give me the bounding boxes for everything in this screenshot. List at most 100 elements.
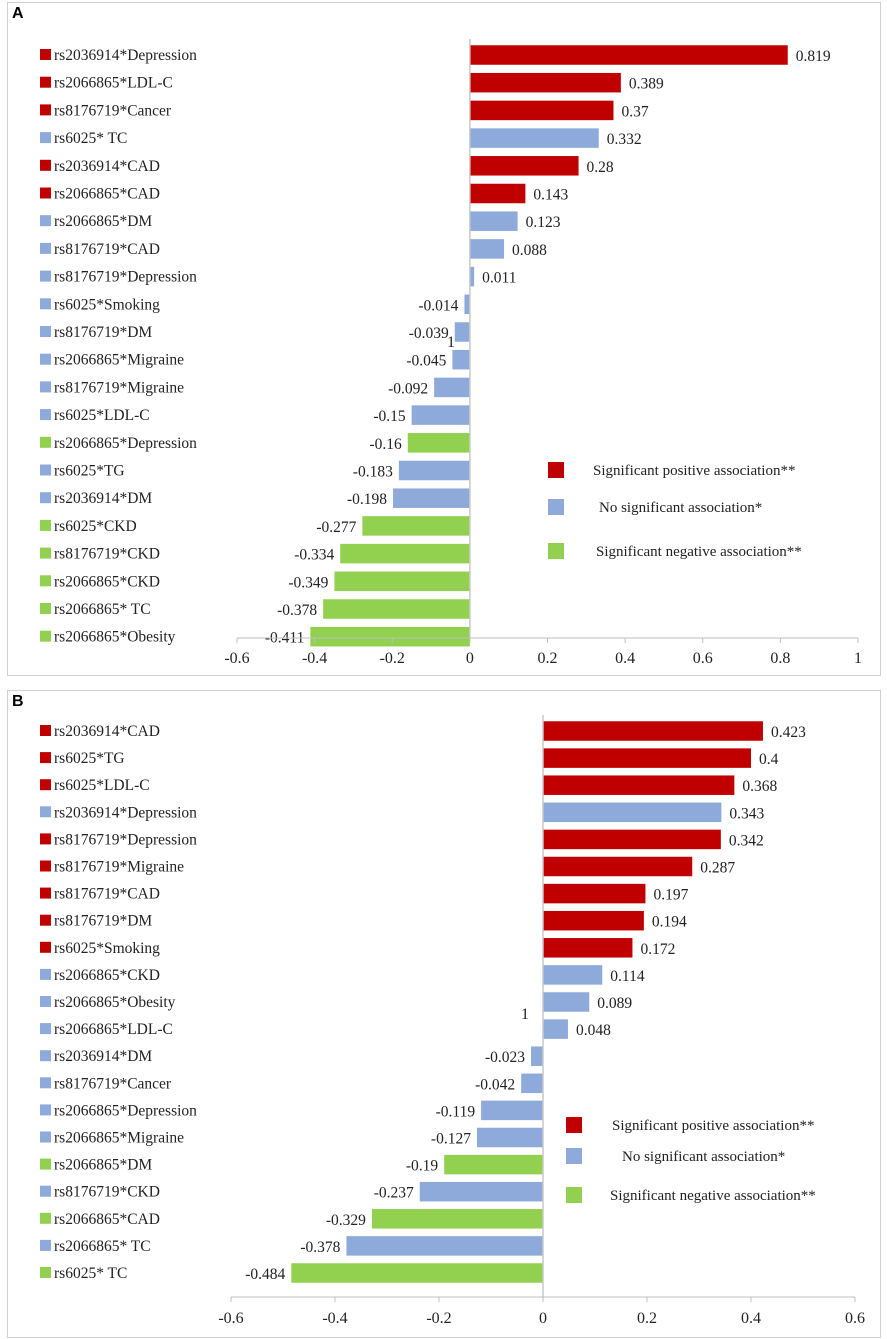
data-label: -0.042 bbox=[475, 1076, 515, 1093]
category-marker bbox=[40, 1212, 51, 1224]
data-label: -0.378 bbox=[277, 602, 317, 619]
data-label: -0.045 bbox=[406, 353, 446, 370]
category-label: rs8176719*Cancer bbox=[54, 1075, 172, 1092]
category-label: rs2066865*Obesity bbox=[54, 994, 176, 1011]
category-marker bbox=[40, 1158, 51, 1170]
category-label: rs2066865*CKD bbox=[54, 967, 160, 984]
category-label: rs6025*CKD bbox=[54, 518, 137, 535]
data-label: 0.011 bbox=[482, 270, 516, 287]
category-label: rs8176719*Depression bbox=[54, 269, 197, 286]
bar bbox=[469, 100, 614, 121]
legend-swatch bbox=[548, 499, 564, 515]
category-label: rs6025* TC bbox=[54, 1265, 127, 1282]
panel-label-b: B bbox=[12, 693, 24, 710]
category-marker bbox=[40, 187, 51, 199]
data-label: 0.332 bbox=[607, 131, 642, 148]
data-label: 0.343 bbox=[729, 805, 764, 822]
bar bbox=[531, 1046, 543, 1066]
category-marker bbox=[40, 326, 51, 337]
category-label: rs8176719*CKD bbox=[54, 1184, 160, 1201]
bar bbox=[334, 571, 470, 592]
bar bbox=[434, 377, 470, 398]
category-marker bbox=[40, 630, 51, 642]
data-label: -0.237 bbox=[374, 1185, 414, 1202]
data-label: 0.143 bbox=[533, 187, 568, 204]
bar bbox=[543, 910, 644, 931]
category-marker bbox=[40, 547, 51, 559]
category-label: rs6025*Smoking bbox=[54, 296, 160, 313]
bar bbox=[371, 1209, 543, 1229]
category-label: rs2066865*Depression bbox=[54, 435, 197, 452]
bar bbox=[543, 1019, 568, 1039]
bar bbox=[543, 965, 603, 985]
x-tick-label: 0.8 bbox=[770, 650, 790, 667]
category-label: rs2066865* TC bbox=[54, 601, 151, 618]
data-label: -0.198 bbox=[347, 491, 387, 508]
legend-label: Significant negative association** bbox=[610, 1188, 816, 1204]
bar bbox=[346, 1236, 543, 1256]
category-label: rs6025*TG bbox=[54, 750, 125, 767]
category-label: rs2066865*LDL-C bbox=[54, 75, 173, 92]
bar bbox=[543, 883, 646, 904]
data-label: 0.342 bbox=[729, 832, 764, 849]
category-marker bbox=[40, 1185, 51, 1197]
category-marker bbox=[40, 725, 51, 736]
data-label: -0.023 bbox=[485, 1049, 525, 1066]
category-marker bbox=[40, 860, 51, 872]
bar bbox=[469, 45, 788, 65]
category-label: rs2066865* TC bbox=[54, 1238, 151, 1255]
category-marker bbox=[40, 1023, 51, 1035]
data-label: -0.119 bbox=[436, 1103, 476, 1120]
bar bbox=[452, 349, 470, 370]
category-marker bbox=[40, 914, 51, 926]
data-label: 0.123 bbox=[526, 214, 561, 231]
category-marker bbox=[40, 159, 51, 171]
category-label: rs6025*LDL-C bbox=[54, 407, 150, 424]
bar bbox=[454, 322, 470, 342]
bar bbox=[476, 1127, 543, 1148]
legend-swatch bbox=[548, 462, 564, 478]
data-label: 0.048 bbox=[576, 1022, 611, 1039]
bar bbox=[543, 802, 722, 823]
data-label: -0.329 bbox=[326, 1212, 366, 1229]
data-label: 0.37 bbox=[621, 103, 648, 120]
bar bbox=[543, 775, 735, 795]
category-marker bbox=[40, 104, 51, 116]
category-label: rs8176719*CAD bbox=[54, 886, 160, 903]
legend-swatch bbox=[548, 543, 564, 559]
x-tick-label: -0.2 bbox=[380, 650, 405, 667]
category-marker bbox=[40, 464, 51, 476]
x-tick-label: 0.6 bbox=[845, 1310, 865, 1327]
category-label: rs2036914*CAD bbox=[54, 723, 160, 740]
category-label: rs8176719*Migraine bbox=[54, 859, 184, 876]
bar bbox=[469, 156, 579, 176]
legend-label: No significant association* bbox=[622, 1149, 785, 1165]
category-label: rs2066865*DM bbox=[54, 213, 152, 230]
bar bbox=[398, 460, 470, 481]
stray-text: 1 bbox=[521, 1006, 529, 1023]
category-label: rs6025*TG bbox=[54, 463, 125, 480]
data-label: -0.183 bbox=[353, 464, 393, 481]
category-marker bbox=[40, 1267, 51, 1278]
bar-chart-a: rs2036914*Depression 0.819 rs2066865*LDL-C… bbox=[40, 39, 862, 667]
x-tick-label: 0.4 bbox=[741, 1310, 761, 1327]
legend-label: Significant positive association** bbox=[612, 1118, 814, 1134]
category-label: rs8176719*DM bbox=[54, 913, 152, 930]
category-label: rs2066865*DM bbox=[54, 1157, 152, 1174]
data-label: 0.28 bbox=[587, 159, 614, 176]
category-label: rs8176719*CAD bbox=[54, 241, 160, 258]
category-label: rs8176719*Cancer bbox=[54, 102, 172, 119]
bar bbox=[411, 405, 470, 425]
data-label: -0.16 bbox=[369, 436, 402, 453]
bar bbox=[543, 721, 763, 741]
bar bbox=[469, 72, 621, 93]
category-marker bbox=[40, 242, 51, 254]
category-label: rs2036914*DM bbox=[54, 490, 152, 507]
data-label: 0.4 bbox=[759, 751, 779, 768]
category-label: rs2066865*CKD bbox=[54, 573, 160, 590]
category-marker bbox=[40, 1050, 51, 1062]
category-label: rs2036914*CAD bbox=[54, 158, 160, 175]
data-label: 0.368 bbox=[742, 778, 777, 795]
category-marker bbox=[40, 298, 51, 310]
category-label: rs2066865*Migraine bbox=[54, 352, 184, 369]
